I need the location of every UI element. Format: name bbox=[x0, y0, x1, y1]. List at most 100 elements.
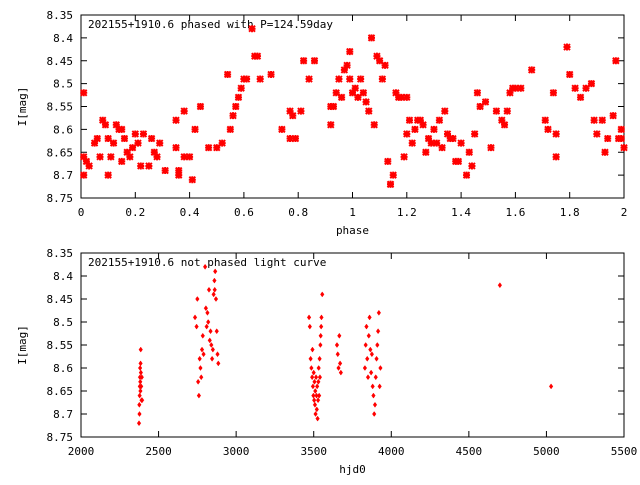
phased-data-point bbox=[346, 75, 354, 83]
phased-data-point bbox=[327, 121, 335, 129]
raw-data-point bbox=[310, 346, 315, 353]
phased-data-point bbox=[375, 57, 384, 65]
raw-data-point bbox=[369, 369, 374, 376]
raw-data-point bbox=[212, 286, 217, 293]
phased-data-point bbox=[175, 166, 183, 175]
phased-data-point bbox=[256, 75, 264, 83]
phased-data-point bbox=[500, 121, 509, 129]
phased-data-point bbox=[85, 162, 93, 170]
phased-data-point bbox=[107, 153, 115, 161]
phased-y-tick-label: 8.6 bbox=[53, 123, 73, 136]
raw-data-point bbox=[378, 365, 383, 371]
raw-data-point bbox=[365, 374, 371, 381]
raw-data-point bbox=[138, 388, 143, 394]
phased-data-point bbox=[196, 102, 205, 111]
raw-data-point bbox=[364, 323, 369, 330]
phased-y-tick-label: 8.55 bbox=[47, 101, 74, 114]
raw-data-point bbox=[204, 323, 209, 330]
phased-data-point bbox=[340, 66, 349, 74]
phased-y-tick-label: 8.45 bbox=[47, 55, 74, 68]
phased-data-point bbox=[185, 153, 194, 161]
phased-data-point bbox=[80, 153, 88, 161]
phased-y-tick-label: 8.4 bbox=[53, 32, 73, 45]
raw-data-point bbox=[372, 411, 377, 417]
phased-data-point bbox=[188, 175, 197, 184]
raw-data-point bbox=[206, 286, 212, 293]
phased-data-point bbox=[237, 84, 245, 92]
raw-data-point bbox=[375, 328, 381, 335]
phased-data-point bbox=[617, 125, 625, 134]
phased-data-point bbox=[462, 171, 471, 179]
raw-data-point bbox=[376, 309, 381, 316]
phased-data-point bbox=[248, 25, 256, 33]
phased-data-point bbox=[310, 57, 319, 65]
phased-data-point bbox=[286, 107, 294, 115]
phased-data-point bbox=[286, 134, 294, 143]
raw-data-point bbox=[215, 351, 220, 358]
phased-data-point bbox=[373, 52, 381, 60]
phased-y-axis-label: I[mag] bbox=[16, 87, 29, 127]
phased-data-point bbox=[104, 171, 112, 179]
raw-data-point bbox=[335, 351, 340, 358]
phased-data-point bbox=[476, 102, 484, 111]
phased-data-point bbox=[473, 89, 482, 97]
phased-data-point bbox=[232, 102, 240, 111]
raw-data-point bbox=[313, 388, 318, 394]
phased-data-point bbox=[356, 75, 365, 83]
raw-data-point bbox=[313, 411, 318, 417]
raw-data-point bbox=[318, 342, 323, 348]
raw-chart-title: 202155+1910.6 not phased light curve bbox=[88, 256, 326, 269]
phased-data-point bbox=[126, 153, 134, 161]
phased-x-tick-label: 0 bbox=[78, 206, 85, 219]
phased-x-tick-label: 1 bbox=[349, 206, 356, 219]
phased-data-point bbox=[424, 134, 433, 143]
raw-data-point bbox=[137, 401, 142, 408]
phased-data-point bbox=[593, 130, 601, 138]
raw-plot-frame bbox=[80, 252, 625, 438]
phased-data-point bbox=[392, 89, 400, 97]
phased-data-point bbox=[123, 148, 131, 156]
raw-data-point bbox=[315, 383, 320, 390]
raw-x-tick-label: 2500 bbox=[145, 445, 172, 458]
phased-data-point bbox=[487, 143, 495, 152]
phased-data-point bbox=[465, 148, 473, 156]
raw-data-point bbox=[194, 323, 199, 330]
raw-data-point bbox=[315, 397, 321, 404]
raw-data-point bbox=[138, 378, 143, 385]
raw-data-point bbox=[199, 374, 204, 381]
phased-data-point bbox=[598, 116, 606, 124]
raw-data-point bbox=[337, 332, 342, 339]
raw-data-point bbox=[372, 401, 378, 408]
phased-data-point bbox=[161, 166, 169, 175]
raw-data-point bbox=[338, 369, 343, 376]
phased-data-point bbox=[604, 134, 612, 143]
raw-y-tick-label: 8.4 bbox=[53, 270, 73, 283]
phased-data-point bbox=[443, 130, 452, 138]
raw-data-point bbox=[365, 355, 370, 362]
phased-data-point bbox=[378, 75, 387, 83]
raw-data-point bbox=[377, 383, 382, 390]
raw-y-tick-label: 8.55 bbox=[47, 339, 74, 352]
raw-data-point bbox=[308, 355, 313, 362]
raw-y-tick-label: 8.5 bbox=[53, 316, 73, 329]
phased-data-point bbox=[354, 93, 362, 102]
phased-data-point bbox=[191, 125, 199, 134]
phased-data-point bbox=[128, 143, 137, 152]
raw-data-point bbox=[197, 355, 202, 362]
raw-data-point bbox=[312, 378, 317, 385]
raw-y-axis-label: I[mag] bbox=[16, 325, 29, 365]
raw-data-point bbox=[198, 365, 203, 371]
phased-data-point bbox=[175, 171, 183, 179]
raw-data-point bbox=[317, 355, 322, 362]
phased-y-tick-label: 8.7 bbox=[53, 169, 73, 182]
phased-data-point bbox=[223, 70, 232, 79]
phased-x-tick-label: 0.4 bbox=[180, 206, 200, 219]
raw-data-point bbox=[497, 282, 502, 289]
phased-data-point bbox=[80, 89, 88, 97]
phased-data-point bbox=[617, 134, 625, 143]
phased-data-point bbox=[96, 153, 104, 161]
raw-data-point bbox=[315, 415, 320, 422]
phased-data-point bbox=[329, 102, 338, 111]
raw-data-point bbox=[207, 337, 212, 344]
phased-data-point bbox=[498, 116, 506, 124]
